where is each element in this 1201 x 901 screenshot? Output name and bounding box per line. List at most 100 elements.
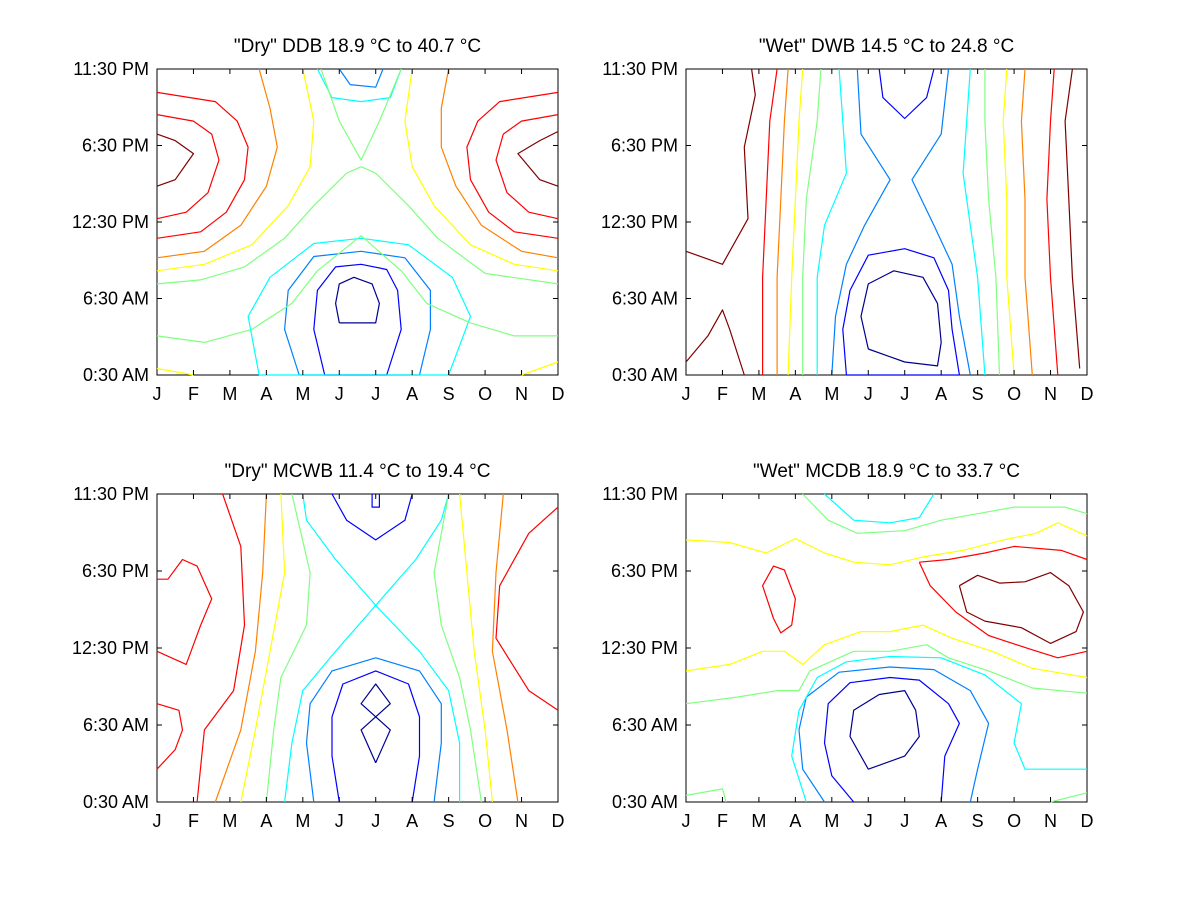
contour-line	[375, 493, 461, 802]
x-tick-label: J	[864, 384, 873, 404]
x-tick-label: J	[371, 384, 380, 404]
contour-line	[305, 657, 442, 803]
x-tick-label: M	[751, 811, 766, 831]
x-tick-label: A	[789, 384, 801, 404]
contour-line	[849, 690, 920, 770]
contour-line	[802, 68, 822, 375]
contour-line	[156, 235, 558, 343]
x-tick-label: J	[900, 384, 909, 404]
y-tick-label: 11:30 PM	[73, 484, 149, 504]
x-tick-label: M	[824, 384, 839, 404]
contour-line	[911, 68, 971, 376]
x-tick-label: M	[824, 811, 839, 831]
x-tick-label: J	[682, 811, 691, 831]
contour-line	[360, 683, 391, 763]
x-tick-label: J	[864, 811, 873, 831]
contour-line	[1020, 68, 1033, 376]
contour-line	[685, 624, 1088, 679]
contour-line	[685, 522, 1088, 566]
contour-line	[156, 558, 213, 665]
contour-line	[156, 68, 278, 259]
x-tick-label: A	[260, 811, 272, 831]
contour-line	[685, 309, 745, 376]
contour-line	[338, 68, 384, 88]
contour-line	[404, 68, 559, 272]
x-tick-label: S	[972, 384, 984, 404]
x-tick-label: D	[1081, 384, 1094, 404]
plot-frame	[685, 68, 1088, 376]
contour-line	[156, 703, 184, 770]
contour-line	[495, 114, 559, 220]
contour-line	[685, 68, 756, 265]
x-tick-label: F	[717, 811, 728, 831]
contour-line	[156, 367, 194, 376]
contour-line	[860, 270, 942, 367]
contour-line	[802, 493, 1088, 534]
contour-line	[371, 494, 380, 508]
contour-line	[360, 166, 559, 285]
x-tick-label: S	[443, 811, 455, 831]
contour-line	[918, 561, 1088, 659]
contour-line	[791, 655, 1087, 803]
contour-line	[776, 68, 789, 375]
y-tick-label: 11:30 PM	[602, 484, 678, 504]
y-tick-label: 12:30 PM	[72, 212, 149, 232]
y-tick-label: 0:30 AM	[612, 365, 678, 385]
contour-line	[685, 644, 1088, 705]
y-tick-label: 6:30 PM	[611, 561, 678, 581]
x-tick-label: A	[406, 384, 418, 404]
contour-line	[878, 68, 935, 120]
contour-line	[919, 545, 1088, 563]
x-tick-label: O	[1007, 811, 1021, 831]
contour-line	[331, 670, 421, 803]
contour-panel-3: J F M A M J J A S O N D 0:30 AM 6:30 AM 12:30 PM 6:30 P…	[72, 461, 565, 831]
x-tick-label: F	[717, 384, 728, 404]
y-tick-label: 11:30 PM	[73, 59, 149, 79]
contour-line	[265, 493, 311, 803]
y-tick-label: 6:30 AM	[83, 715, 149, 735]
y-tick-label: 0:30 AM	[83, 792, 149, 812]
contour-line	[984, 69, 1001, 376]
contour-line	[1002, 68, 1015, 376]
contour-line	[156, 68, 315, 272]
contour-line	[156, 133, 195, 187]
x-tick-label: J	[153, 384, 162, 404]
contour-line	[762, 565, 796, 634]
x-tick-label: A	[406, 811, 418, 831]
x-tick-label: O	[478, 811, 492, 831]
contour-line	[433, 493, 482, 803]
y-tick-label: 0:30 AM	[83, 365, 149, 385]
x-tick-label: M	[295, 384, 310, 404]
x-tick-label: N	[1044, 384, 1057, 404]
x-tick-label: J	[335, 384, 344, 404]
plot-frame	[685, 493, 1088, 803]
contour-line	[958, 572, 1084, 644]
contour-line	[831, 68, 891, 376]
contour-panel-1: J F M A M J J A S O N D 0:30 AM 6:30 AM 12:30 PM 6:30 P…	[72, 36, 565, 404]
x-tick-label: D	[552, 384, 565, 404]
y-tick-label: 6:30 PM	[82, 561, 149, 581]
contour-line	[156, 166, 362, 285]
contour-line	[214, 493, 267, 803]
y-tick-label: 6:30 AM	[612, 715, 678, 735]
x-tick-label: S	[972, 811, 984, 831]
contour-line	[798, 666, 990, 803]
x-tick-label: J	[335, 811, 344, 831]
x-tick-label: A	[935, 811, 947, 831]
x-tick-label: F	[188, 811, 199, 831]
x-tick-label: O	[1007, 384, 1021, 404]
x-tick-label: J	[682, 384, 691, 404]
y-tick-label: 12:30 PM	[72, 638, 149, 658]
contour-line	[491, 493, 519, 803]
x-tick-label: A	[260, 384, 272, 404]
panel-title: "Wet" DWB 14.5 °C to 24.8 °C	[759, 36, 1014, 57]
x-tick-label: N	[515, 811, 528, 831]
contour-line	[320, 68, 402, 161]
x-tick-label: J	[900, 811, 909, 831]
y-tick-label: 12:30 PM	[601, 638, 678, 658]
x-tick-label: J	[153, 811, 162, 831]
panel-title: "Dry" DDB 18.9 °C to 40.7 °C	[234, 36, 481, 57]
contour-line	[762, 68, 778, 375]
x-tick-label: M	[751, 384, 766, 404]
